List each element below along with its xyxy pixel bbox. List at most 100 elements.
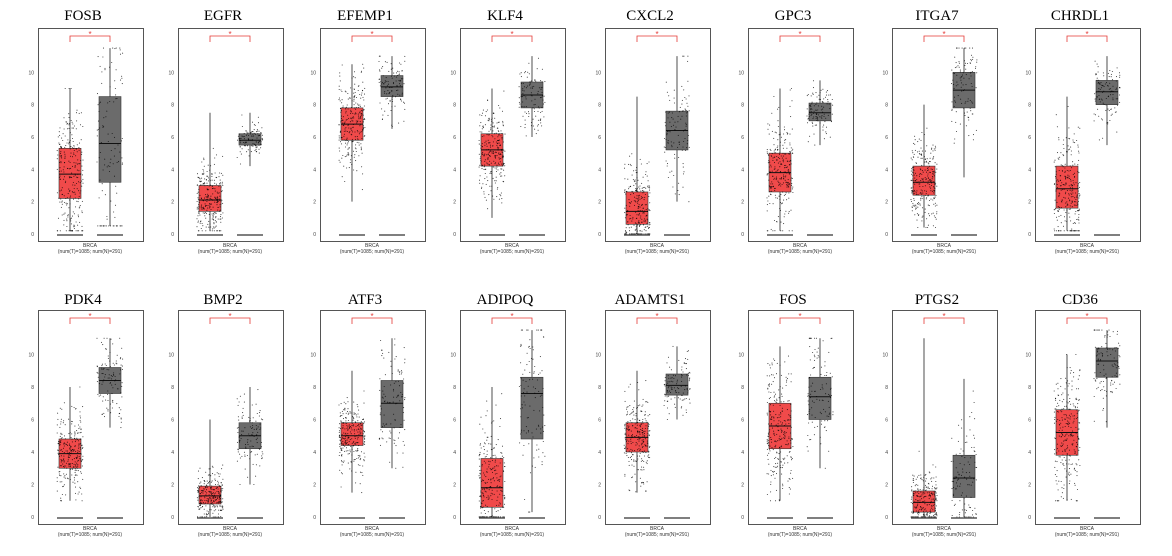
y-tick-label: 8 (885, 103, 888, 109)
tumor-points (478, 393, 506, 518)
x-axis-caption: BRCA (num(T)=1085; num(N)=291) (605, 526, 709, 538)
y-tick-label: 2 (171, 483, 174, 489)
y-tick-label: 6 (171, 418, 174, 424)
sample-count: (num(T)=1085; num(N)=291) (339, 532, 405, 538)
tumor-points (196, 464, 224, 518)
y-tick-label: 6 (313, 135, 316, 141)
y-tick-label: 8 (1028, 385, 1031, 391)
normal-box (952, 454, 976, 498)
y-tick-label: 6 (885, 135, 888, 141)
plot-frame (320, 310, 426, 525)
y-tick-label: 6 (31, 135, 34, 141)
significance-bracket (779, 317, 821, 324)
y-tick-label: 10 (28, 353, 34, 359)
x-axis-caption: BRCA (num(T)=1085; num(N)=291) (178, 243, 282, 255)
x-axis-caption: BRCA (num(T)=1085; num(N)=291) (460, 243, 564, 255)
y-tick-label: 0 (313, 232, 316, 238)
x-axis-caption: BRCA (num(T)=1085; num(N)=291) (178, 526, 282, 538)
y-tick-label: 0 (313, 515, 316, 521)
y-tick-label: 6 (1028, 135, 1031, 141)
tumor-box (625, 191, 649, 225)
panel-title: PTGS2 (914, 292, 960, 308)
x-axis-caption: BRCA (num(T)=1085; num(N)=291) (1035, 526, 1139, 538)
boxplot-svg: 0 2 4 6 8 10 * (738, 30, 834, 238)
boxplot-svg: 0 2 4 6 8 10 * (450, 312, 546, 521)
boxplot-panel: PTGS2 0 2 4 6 8 10 * BRCA (num(T)=1085; num(N)=29… (862, 292, 1002, 540)
x-axis-label: BRCA (793, 243, 807, 249)
x-axis-label: BRCA (223, 243, 237, 249)
y-tick-label: 6 (31, 418, 34, 424)
sample-count: (num(T)=1085; num(N)=291) (57, 249, 123, 255)
boxplot-panel: PDK4 0 2 4 6 8 10 * BRCA (num(T)=1085; num(N)=291… (8, 292, 148, 540)
y-tick-label: 2 (31, 483, 34, 489)
panel-title: CXCL2 (626, 8, 674, 24)
tumor-box (480, 458, 504, 508)
boxplot-panel: EGFR 0 2 4 6 8 10 * BRCA (num(T)=1085; num(N)=291… (148, 8, 288, 257)
tumor-points (910, 127, 938, 229)
sample-count: (num(T)=1085; num(N)=291) (479, 532, 545, 538)
boxplot-panel: ITGA7 0 2 4 6 8 10 * BRCA (num(T)=1085; num(N)=29… (862, 8, 1002, 257)
x-axis-label: BRCA (365, 526, 379, 532)
panel-title: FOSB (64, 8, 102, 24)
boxplot-svg: 0 2 4 6 8 10 * (595, 30, 690, 238)
boxplot-panel: ATF3 0 2 4 6 8 10 * BRCA (num(T)=1085; num(N)=291… (290, 292, 430, 540)
normal-points (378, 55, 406, 128)
sample-count: (num(T)=1085; num(N)=291) (57, 532, 123, 538)
y-tick-label: 10 (1025, 70, 1031, 76)
tumor-points (56, 386, 84, 502)
y-tick-label: 10 (738, 353, 744, 359)
significance-bracket (636, 317, 678, 324)
sample-count: (num(T)=1085; num(N)=291) (911, 532, 977, 538)
y-tick-label: 2 (453, 200, 456, 206)
x-axis-label: BRCA (1080, 243, 1094, 249)
normal-points (806, 337, 834, 469)
y-tick-label: 10 (882, 353, 888, 359)
significance-bracket (1066, 317, 1108, 324)
y-tick-label: 0 (171, 232, 174, 238)
boxplot-panel: GPC3 0 2 4 6 8 10 * BRCA (num(T)=1085; num(N)=291… (718, 8, 858, 257)
significance-star: * (942, 312, 945, 321)
y-tick-label: 0 (598, 232, 601, 238)
x-axis-caption: BRCA (num(T)=1085; num(N)=291) (38, 526, 142, 538)
normal-points (518, 329, 546, 513)
significance-bracket (491, 317, 533, 324)
y-tick-label: 8 (741, 385, 744, 391)
y-tick-label: 4 (31, 167, 34, 173)
y-tick-label: 10 (168, 353, 174, 359)
normal-box (665, 373, 689, 396)
significance-star: * (655, 30, 658, 39)
y-tick-label: 4 (171, 450, 174, 456)
x-axis-caption: BRCA (num(T)=1085; num(N)=291) (1035, 243, 1139, 255)
panel-title: ADAMTS1 (614, 292, 686, 308)
significance-bracket (209, 35, 251, 42)
y-tick-label: 4 (31, 450, 34, 456)
normal-box (1095, 80, 1119, 105)
y-tick-label: 6 (741, 135, 744, 141)
panel-title: KLF4 (487, 8, 523, 24)
y-tick-label: 10 (595, 70, 601, 76)
tumor-box (58, 148, 82, 199)
normal-box (380, 380, 404, 428)
panel-title: ITGA7 (915, 8, 959, 24)
x-axis-caption: BRCA (num(T)=1085; num(N)=291) (460, 526, 564, 538)
y-tick-label: 8 (313, 385, 316, 391)
normal-points (96, 47, 124, 227)
significance-star: * (228, 30, 231, 39)
plot-frame (38, 310, 144, 525)
plot-frame (892, 28, 998, 242)
y-tick-label: 10 (28, 70, 34, 76)
panel-title: CHRDL1 (1050, 8, 1110, 24)
significance-star: * (798, 312, 801, 321)
boxplot-svg: 0 2 4 6 8 10 * (168, 30, 264, 238)
x-axis-label: BRCA (83, 526, 97, 532)
normal-points (378, 338, 406, 469)
y-tick-label: 4 (741, 167, 744, 173)
panel-title: ADIPOQ (476, 292, 534, 308)
x-axis-caption: BRCA (num(T)=1085; num(N)=291) (320, 526, 424, 538)
y-tick-label: 6 (741, 418, 744, 424)
y-tick-label: 4 (313, 167, 316, 173)
plot-frame (178, 28, 284, 242)
panel-title: GPC3 (774, 8, 812, 24)
y-tick-label: 0 (741, 515, 744, 521)
